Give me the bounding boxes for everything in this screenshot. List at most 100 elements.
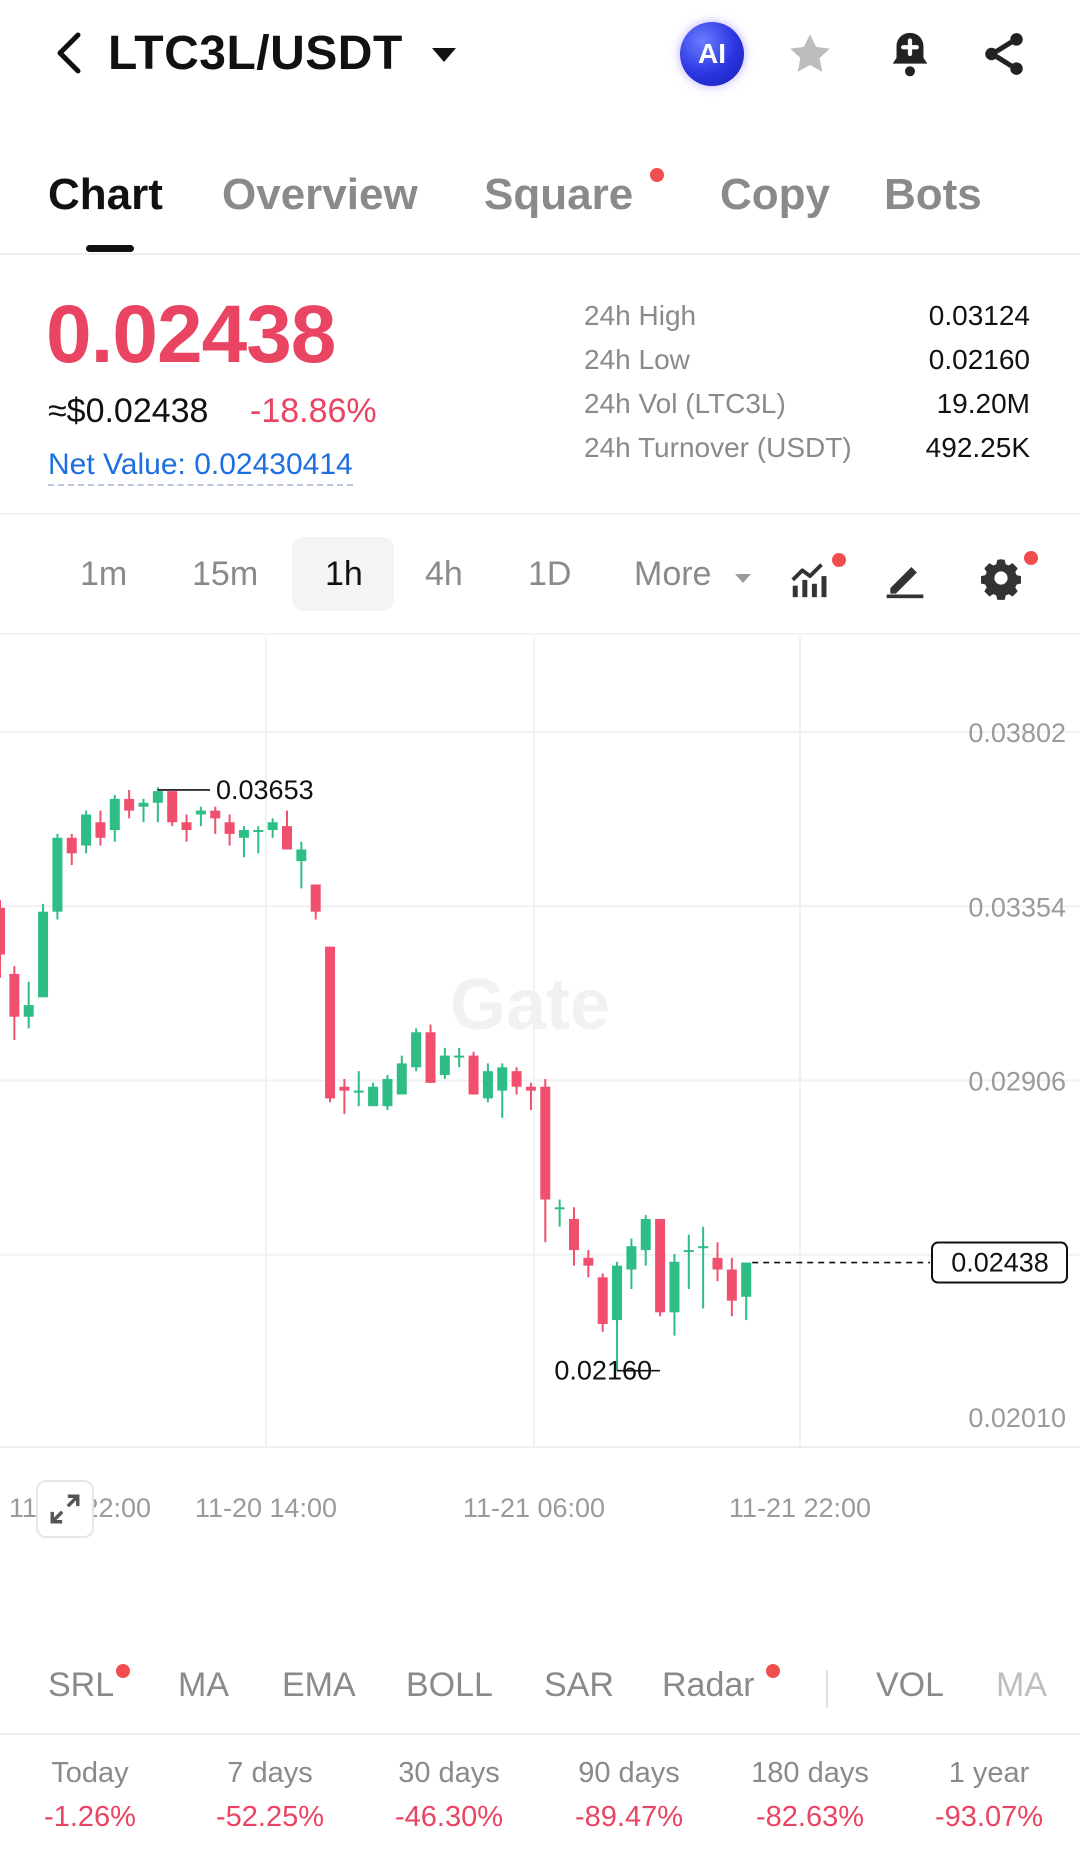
tab-chart[interactable]: Chart [48,170,163,219]
indicator-boll[interactable]: BOLL [406,1666,493,1704]
tab-overview[interactable]: Overview [222,170,418,219]
y-tick-label: 0.02010 [968,1403,1066,1433]
chart-settings-button[interactable] [976,553,1026,603]
perf-label-30d: 30 days [398,1757,500,1789]
stat-value-24h-turnover: 492.25K [925,432,1030,463]
candle-body [0,907,5,955]
indicator-sar[interactable]: SAR [544,1666,614,1704]
candle-body [612,1265,623,1321]
gate-watermark: Gate [450,965,610,1045]
share-button[interactable] [976,26,1032,82]
candle-body [38,911,49,998]
favorite-button[interactable] [782,26,838,82]
candle-body [282,826,292,850]
perf-value-90d: -89.47% [574,1801,683,1833]
candle-body [741,1262,752,1297]
candle-body [497,1067,508,1091]
price-alert-button[interactable] [882,26,938,82]
indicators-button[interactable] [785,553,835,603]
pencil-icon [886,567,924,599]
candle-body [698,1246,709,1249]
candle-body [95,822,106,838]
candle-body [368,1086,379,1107]
candle-body [669,1261,680,1313]
active-interval-highlight [292,537,394,611]
star-icon [790,34,830,72]
perf-value-today: -1.26% [44,1801,136,1833]
pair-dropdown-icon[interactable] [432,48,456,62]
candle-body [353,1090,364,1093]
performance-summary: Today -1.26% 7 days -52.25% 30 days -46.… [0,1737,1080,1859]
candle-body [339,1086,350,1091]
indicator-ma[interactable]: MA [178,1666,229,1704]
y-tick-label: 0.02906 [968,1067,1066,1097]
back-button[interactable] [44,28,94,78]
interval-more[interactable]: More [634,555,712,593]
perf-label-90d: 90 days [578,1757,680,1789]
perf-value-180d: -82.63% [755,1801,864,1833]
gear-icon [981,559,1021,600]
last-price: 0.02438 [46,289,336,380]
interval-1d[interactable]: 1D [528,555,572,593]
candle-body [66,837,77,854]
x-tick-label: 11-20 14:00 [195,1493,337,1523]
candle-body [9,973,20,1017]
stat-label-24h-low: 24h Low [584,344,690,375]
srl-badge [116,1664,130,1678]
stat-value-24h-high: 0.03124 [928,300,1030,331]
candle-body [195,810,206,815]
active-tab-indicator [86,245,134,252]
interval-1m[interactable]: 1m [80,555,128,593]
candle-body [382,1078,393,1107]
last-price-label: 0.02438 [951,1248,1049,1278]
square-badge [650,168,664,182]
candle-body [511,1071,522,1087]
top-bar: LTC3L/USDT AI [0,0,1080,110]
candle-body [124,798,135,811]
bell-plus-icon [892,32,928,77]
candle-body [439,1055,450,1076]
pair-title[interactable]: LTC3L/USDT [108,27,403,80]
indicator-radar[interactable]: Radar [662,1666,755,1704]
candle-body [569,1218,579,1251]
expand-chart-button[interactable] [36,1480,94,1538]
interval-4h[interactable]: 4h [425,555,463,593]
more-caret-icon [735,574,751,583]
tab-copy[interactable]: Copy [720,170,830,219]
candle-body [454,1055,465,1058]
stat-label-24h-high: 24h High [584,300,697,331]
draw-tool-button[interactable] [880,553,930,603]
candle-body [655,1218,666,1313]
price-summary: 0.02438 ≈$0.02438 -18.86% Net Value: 0.0… [0,270,1080,515]
candle-body [138,802,149,807]
tab-square[interactable]: Square [484,170,634,219]
perf-value-1y: -93.07% [934,1801,1043,1833]
usd-price: ≈$0.02438 [48,392,209,430]
interval-toolbar: 1m 15m 1h 4h 1D More [0,517,1080,635]
interval-1h[interactable]: 1h [325,555,363,593]
candle-body [267,822,278,831]
tab-bots[interactable]: Bots [884,170,982,219]
ai-assistant-button[interactable]: AI [680,22,744,86]
candle-body [52,837,63,912]
stat-label-24h-turnover: 24h Turnover (USDT) [584,432,852,463]
candle-body [583,1257,594,1266]
candle-body [167,791,178,823]
perf-label-today: Today [51,1757,129,1789]
high-marker-label: 0.03653 [216,775,314,805]
candle-body [238,830,249,838]
indicator-ema[interactable]: EMA [282,1666,356,1704]
interval-15m[interactable]: 15m [192,555,259,593]
perf-value-7d: -52.25% [215,1801,324,1833]
indicator-srl[interactable]: SRL [48,1666,115,1704]
net-value-link[interactable]: Net Value: 0.02430414 [48,448,353,486]
candle-body [525,1086,536,1091]
last-price-tag [931,1241,1068,1284]
indicator-vol[interactable]: VOL [876,1666,945,1704]
indicator-sub-ma[interactable]: MA [996,1666,1047,1704]
y-tick-label: 0.03354 [968,892,1066,922]
indicators-badge [832,553,846,567]
price-change-percent: -18.86% [250,392,377,430]
